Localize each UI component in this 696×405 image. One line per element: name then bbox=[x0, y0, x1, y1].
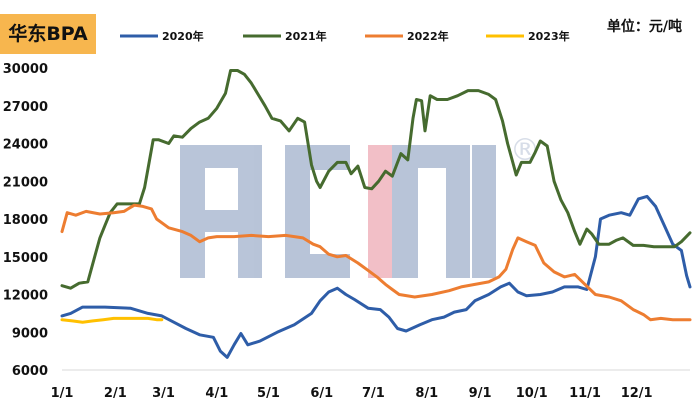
x-tick-label: 11/1 bbox=[569, 386, 601, 401]
legend-label-1: 2021年 bbox=[285, 29, 327, 43]
x-tick-label: 2/1 bbox=[104, 386, 127, 401]
x-tick-label: 7/1 bbox=[362, 386, 385, 401]
y-tick-label: 30000 bbox=[3, 62, 48, 77]
legend-label-0: 2020年 bbox=[162, 29, 204, 43]
x-tick-label: 5/1 bbox=[257, 386, 280, 401]
y-tick-label: 18000 bbox=[3, 213, 48, 228]
y-tick-label: 21000 bbox=[3, 175, 48, 190]
series-line-1 bbox=[60, 69, 692, 290]
x-tick-label: 10/1 bbox=[516, 386, 548, 401]
x-tick-label: 8/1 bbox=[415, 386, 438, 401]
unit-label: 单位：元/吨 bbox=[606, 19, 682, 35]
series-line-0 bbox=[60, 194, 692, 359]
y-tick-label: 24000 bbox=[3, 138, 48, 153]
y-tick-label: 6000 bbox=[12, 364, 48, 379]
series-line-3 bbox=[60, 316, 164, 324]
y-tick-label: 27000 bbox=[3, 100, 48, 115]
x-tick-label: 12/1 bbox=[621, 386, 653, 401]
x-tick-label: 1/1 bbox=[51, 386, 74, 401]
x-tick-label: 6/1 bbox=[310, 386, 333, 401]
legend-label-2: 2022年 bbox=[407, 29, 449, 43]
x-tick-label: 3/1 bbox=[152, 386, 175, 401]
series-line-2 bbox=[60, 203, 692, 322]
y-tick-label: 15000 bbox=[3, 251, 48, 266]
y-tick-label: 9000 bbox=[12, 326, 48, 341]
legend-label-3: 2023年 bbox=[528, 29, 570, 43]
x-tick-label: 4/1 bbox=[205, 386, 228, 401]
chart-title: 华东BPA bbox=[0, 14, 96, 54]
y-tick-label: 12000 bbox=[3, 289, 48, 304]
x-tick-label: 9/1 bbox=[469, 386, 492, 401]
watermark-logo: ® bbox=[180, 133, 540, 278]
